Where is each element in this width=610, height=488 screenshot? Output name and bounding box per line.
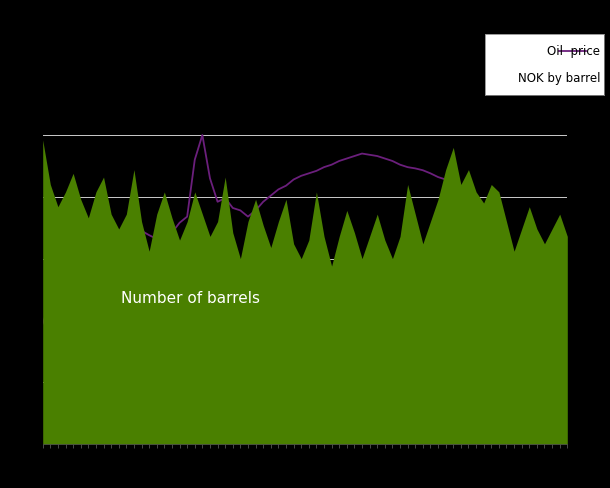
Text: Oil  price: Oil price [547, 45, 600, 58]
Text: Oil price: Oil price [286, 140, 342, 153]
Text: Number of barrels: Number of barrels [121, 291, 260, 306]
Text: NOK by barrel: NOK by barrel [518, 72, 600, 84]
